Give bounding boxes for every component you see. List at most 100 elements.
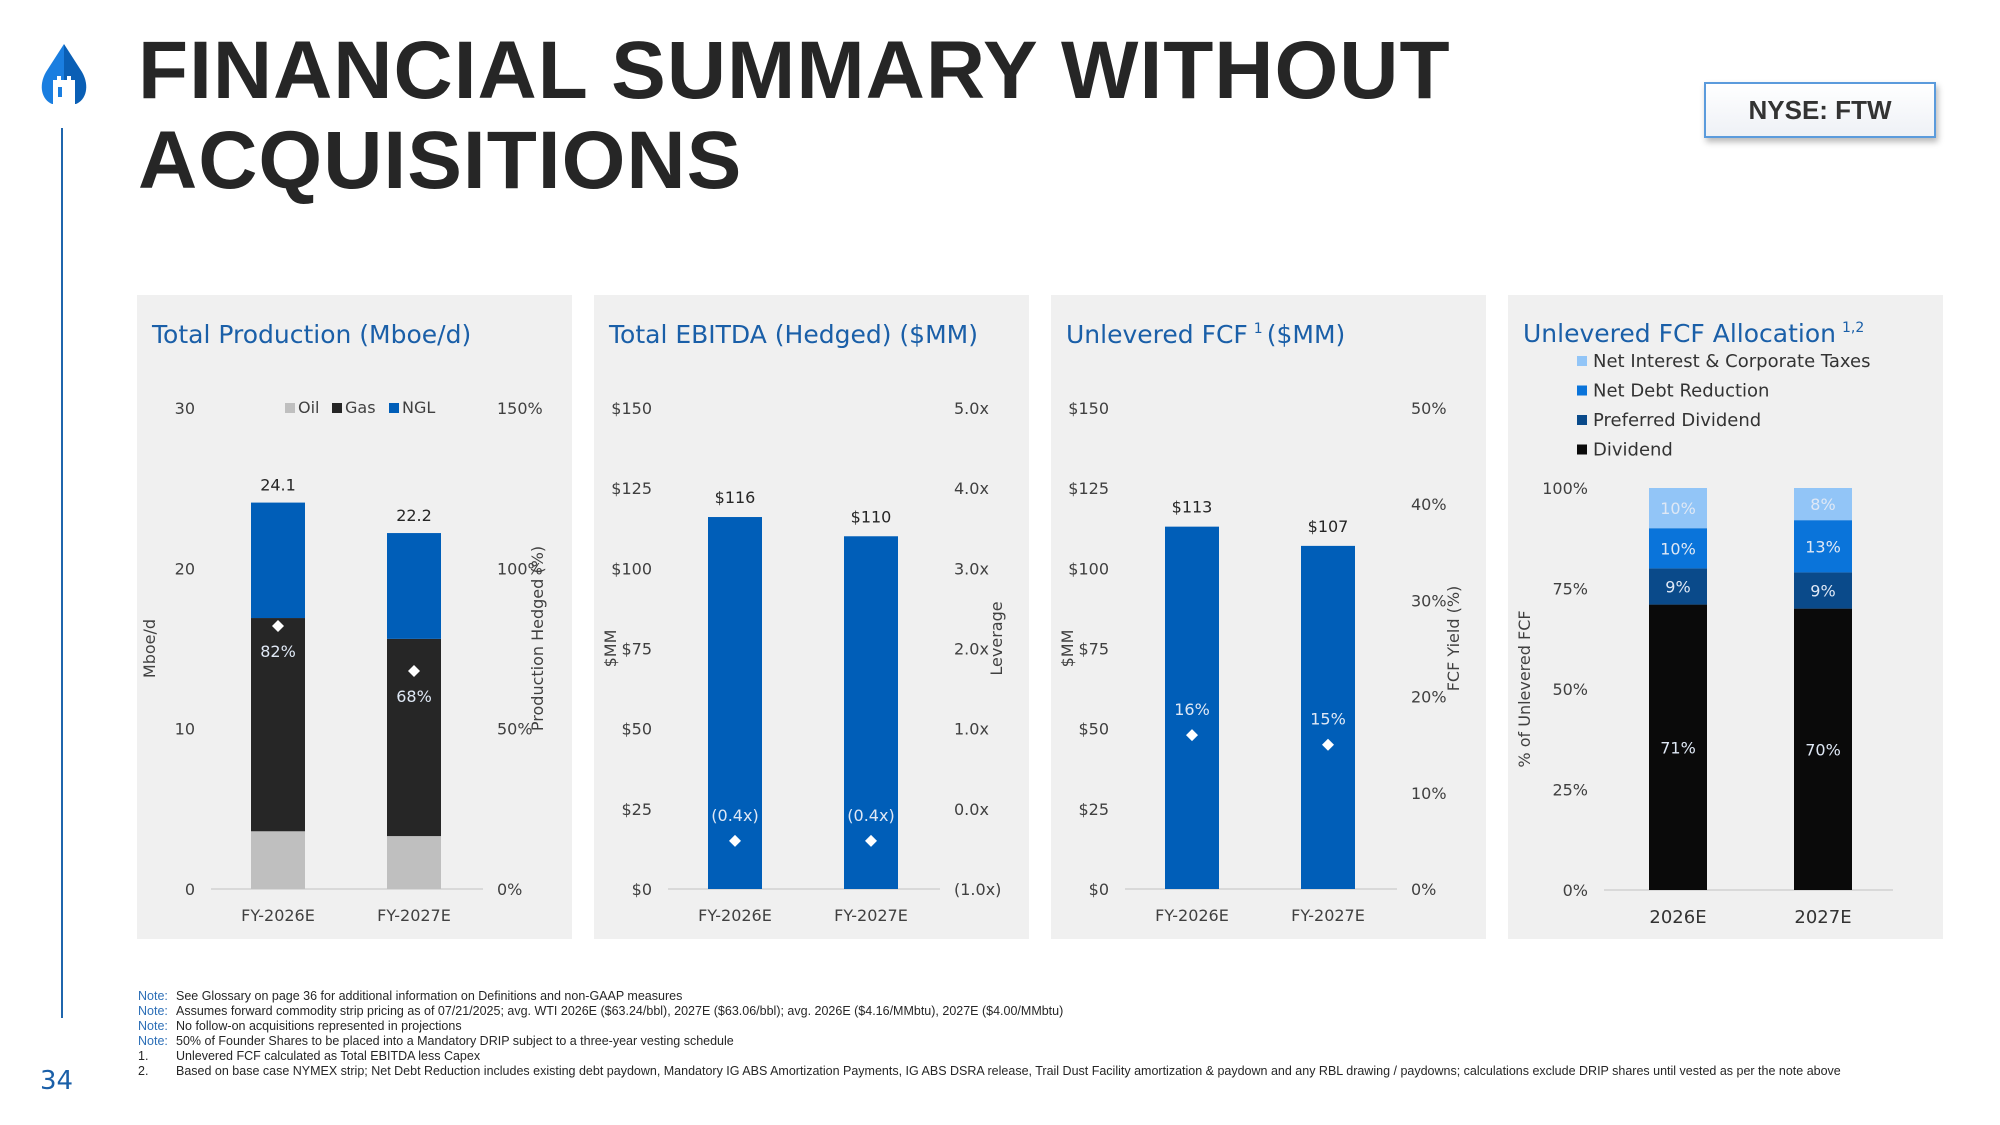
y2-axis-tick-label: 20% <box>1411 688 1447 707</box>
fcf-chart-panel: Unlevered FCF 1 ($MM) $0 $25 $50 $75 $100 $125 $1… <box>1051 295 1486 939</box>
bar-segment-oil <box>387 836 441 889</box>
y2-axis-tick-label: 1.0x <box>954 720 989 739</box>
footnote-3: Note: No follow-on acquisitions represent… <box>138 1019 1958 1034</box>
secondary-marker <box>1186 729 1198 742</box>
chart-title-superscript: 1 <box>1254 321 1263 337</box>
y-axis-tick-label: 30 <box>175 399 195 418</box>
footnotes: Note: See Glossary on page 36 for additio… <box>138 989 1958 1079</box>
bar-segment <box>1794 488 1852 521</box>
x-axis-category-label: FY-2027E <box>834 906 908 925</box>
chart-title-text: Unlevered FCF Allocation <box>1523 319 1836 348</box>
y2-axis-title: Leverage <box>987 601 1006 675</box>
segment-data-label: 10% <box>1660 539 1696 558</box>
y-axis-tick-label: $150 <box>1068 399 1109 418</box>
segment-data-label: 70% <box>1805 740 1841 759</box>
footnote-tag: 2. <box>138 1064 149 1078</box>
legend-swatch <box>1577 356 1587 366</box>
y2-axis-tick-label: 5.0x <box>954 399 989 418</box>
y2-axis-tick-label: 0.0x <box>954 800 989 819</box>
bar <box>1165 526 1219 889</box>
x-axis-category-label: FY-2027E <box>377 906 451 925</box>
x-axis-category-label: FY-2026E <box>698 906 772 925</box>
y2-axis-tick-label: 4.0x <box>954 479 989 498</box>
y-axis-tick-label: $0 <box>632 880 652 899</box>
chart-title-text: Unlevered FCF <box>1066 320 1248 349</box>
segment-data-label: 9% <box>1810 582 1835 601</box>
secondary-data-label: 15% <box>1310 710 1346 729</box>
secondary-marker <box>865 834 877 847</box>
ebitda-chart: Total EBITDA (Hedged) ($MM) $0 $25 $50 $75 $1… <box>601 320 1006 925</box>
footnote-4: Note: 50% of Founder Shares to be placed … <box>138 1034 1958 1049</box>
secondary-marker <box>729 834 741 847</box>
bar-segment <box>1794 608 1852 890</box>
y2-axis-tick-label: 0% <box>497 880 522 899</box>
y-axis-tick-label: 100% <box>1542 479 1588 498</box>
y-axis-tick-label: $25 <box>621 800 652 819</box>
legend-swatch <box>1577 385 1587 396</box>
page-number: 34 <box>40 1066 74 1096</box>
segment-data-label: 13% <box>1805 537 1841 556</box>
legend-label: NGL <box>402 398 435 417</box>
y-axis-title: Mboe/d <box>140 619 159 678</box>
y2-axis-tick-label: 50% <box>497 720 533 739</box>
footnote-tag: 1. <box>138 1049 149 1063</box>
legend-swatch-gas <box>332 403 342 413</box>
page-title-line-1: FINANCIAL SUMMARY WITHOUT <box>138 25 1451 116</box>
y-axis-title: $MM <box>1058 630 1077 668</box>
y-axis-tick-label: $100 <box>611 559 652 578</box>
bar-segment <box>1649 528 1707 569</box>
legend-swatch-ngl <box>389 403 399 413</box>
y-axis-tick-label: $50 <box>621 720 652 739</box>
y2-axis-tick-label: 100% <box>497 559 543 578</box>
vertical-divider <box>61 128 63 1018</box>
y-axis-title: % of Unlevered FCF <box>1515 610 1534 767</box>
y-axis-tick-label: 0% <box>1563 881 1588 900</box>
chart-title-text: Total EBITDA (Hedged) ($MM) <box>608 320 978 349</box>
y-axis-tick-label: $100 <box>1068 559 1109 578</box>
legend-label: Dividend <box>1593 440 1673 461</box>
bar-segment-gas <box>251 618 305 832</box>
y-axis-tick-label: $25 <box>1078 800 1109 819</box>
y2-axis-tick-label: 50% <box>1411 399 1447 418</box>
chart-title-superscript: 1,2 <box>1842 320 1864 336</box>
production-chart-panel: Total Production (Mboe/d) 0 10 20 30 0% 50% 100… <box>137 295 572 939</box>
fcf-chart: Unlevered FCF 1 ($MM) $0 $25 $50 $75 $100 $125 $1… <box>1058 320 1463 925</box>
y-axis-tick-label: $50 <box>1078 720 1109 739</box>
secondary-data-label: (0.4x) <box>847 806 894 825</box>
y-axis-tick-label: 25% <box>1552 781 1588 800</box>
y-axis-tick-label: $150 <box>611 399 652 418</box>
footnote-text: Assumes forward commodity strip pricing … <box>176 1004 1064 1018</box>
x-axis-category-label: FY-2026E <box>1155 906 1229 925</box>
x-axis-category-label: FY-2027E <box>1291 906 1365 925</box>
y2-axis-tick-label: 150% <box>497 399 543 418</box>
bar-data-label: $107 <box>1308 517 1349 536</box>
legend-swatch <box>1577 415 1587 425</box>
secondary-data-label: (0.4x) <box>711 806 758 825</box>
bar-segment <box>1794 520 1852 573</box>
x-axis-category-label: 2027E <box>1794 907 1851 928</box>
segment-data-label: 71% <box>1660 738 1696 757</box>
y-axis-tick-label: 50% <box>1552 680 1588 699</box>
legend-label: Oil <box>298 398 319 417</box>
y-axis-tick-label: $125 <box>611 479 652 498</box>
footnote-text: 50% of Founder Shares to be placed into … <box>176 1034 734 1048</box>
y-axis-tick-label: $75 <box>621 640 652 659</box>
fcf-allocation-chart: Unlevered FCF Allocation 1,2 0% 25% 50% 75% 10… <box>1515 319 1893 928</box>
y2-axis-tick-label: 10% <box>1411 784 1447 803</box>
y2-axis-tick-label: (1.0x) <box>954 880 1001 899</box>
bar <box>708 517 762 889</box>
y2-axis-tick-label: 3.0x <box>954 559 989 578</box>
bar-data-label: $110 <box>851 507 892 526</box>
segment-data-label: 9% <box>1665 577 1690 596</box>
y-axis-title: $MM <box>601 630 620 668</box>
secondary-marker <box>1322 738 1334 751</box>
secondary-data-label: 16% <box>1174 700 1210 719</box>
bar-segment <box>1649 488 1707 529</box>
bar <box>844 536 898 889</box>
y2-axis-title: Production Hedged (%) <box>528 546 547 731</box>
bar-segment-ngl <box>387 533 441 639</box>
y-axis-tick-label: 10 <box>175 720 195 739</box>
bar-data-label: $116 <box>715 488 756 507</box>
total-data-label: 22.2 <box>396 506 432 525</box>
segment-data-label: 10% <box>1660 499 1696 518</box>
